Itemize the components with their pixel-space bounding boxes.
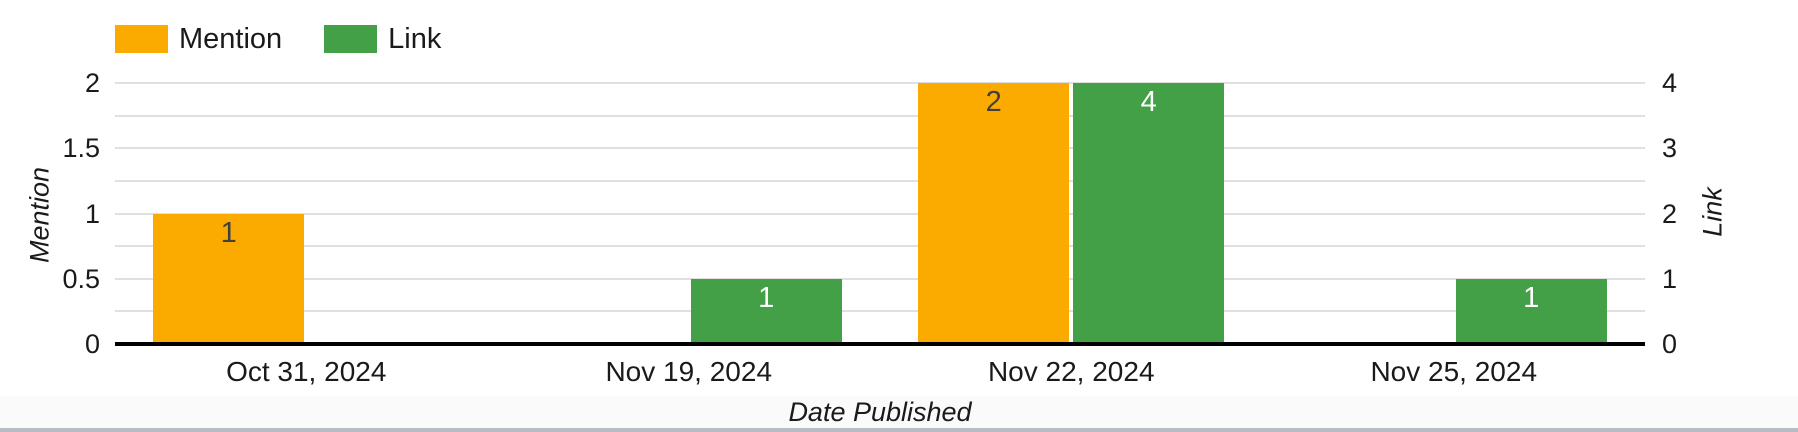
- left-axis-tick-label: 1.5: [62, 133, 100, 164]
- legend-label: Link: [388, 23, 442, 55]
- legend-swatch-icon: [324, 25, 378, 53]
- x-axis-footer: Date Published: [0, 396, 1798, 432]
- x-axis-title: Date Published: [788, 397, 972, 427]
- gridline: [115, 277, 1645, 280]
- gridline: [115, 310, 1645, 313]
- bar-value-label: 4: [1140, 86, 1157, 118]
- bar-link-nov-25-2024[interactable]: 1: [1455, 278, 1607, 344]
- right-axis-tick-label: 1: [1662, 263, 1678, 294]
- plot-area: 1 1 2 4 1: [115, 82, 1645, 346]
- right-axis-tick-label: 3: [1662, 133, 1678, 164]
- gridline: [115, 147, 1645, 150]
- bar-link-nov-22-2024[interactable]: 4: [1073, 83, 1225, 344]
- x-axis-line: [115, 342, 1645, 346]
- left-axis-tick-label: 0: [84, 329, 100, 359]
- x-axis-category-label: Nov 25, 2024: [1370, 356, 1538, 387]
- gridline: [115, 212, 1645, 215]
- left-axis-tick-label: 1: [84, 198, 100, 229]
- bar-value-label: 2: [985, 86, 1002, 118]
- bar-value-label: 1: [220, 216, 237, 249]
- gridline: [115, 82, 1645, 84]
- legend-swatch-icon: [115, 25, 168, 53]
- legend-item-mention[interactable]: Mention: [115, 24, 282, 54]
- bar-link-nov-19-2024[interactable]: 1: [690, 278, 842, 344]
- bar-mention-oct-31-2024[interactable]: 1: [153, 213, 305, 344]
- left-axis-tick-label: 2: [84, 68, 100, 98]
- right-axis-tick-label: 2: [1662, 198, 1678, 229]
- right-axis-title: Link: [1697, 187, 1728, 237]
- legend-label: Mention: [179, 23, 283, 55]
- right-axis-tick-label: 0: [1662, 329, 1678, 359]
- gridline: [115, 114, 1645, 117]
- x-axis-category-label: Nov 19, 2024: [605, 356, 773, 387]
- bar-value-label: 1: [1523, 281, 1540, 314]
- left-axis-tick-label: 0.5: [62, 263, 100, 294]
- bar-mention-nov-22-2024[interactable]: 2: [918, 83, 1070, 344]
- x-axis-category-label: Nov 22, 2024: [987, 356, 1155, 387]
- gridline: [115, 245, 1645, 248]
- right-axis-tick-label: 4: [1662, 68, 1678, 98]
- gridline: [115, 179, 1645, 182]
- legend-item-link[interactable]: Link: [324, 24, 441, 54]
- chart-legend: Mention Link: [115, 24, 441, 54]
- x-axis-category-label: Oct 31, 2024: [226, 356, 387, 387]
- bar-value-label: 1: [758, 281, 775, 314]
